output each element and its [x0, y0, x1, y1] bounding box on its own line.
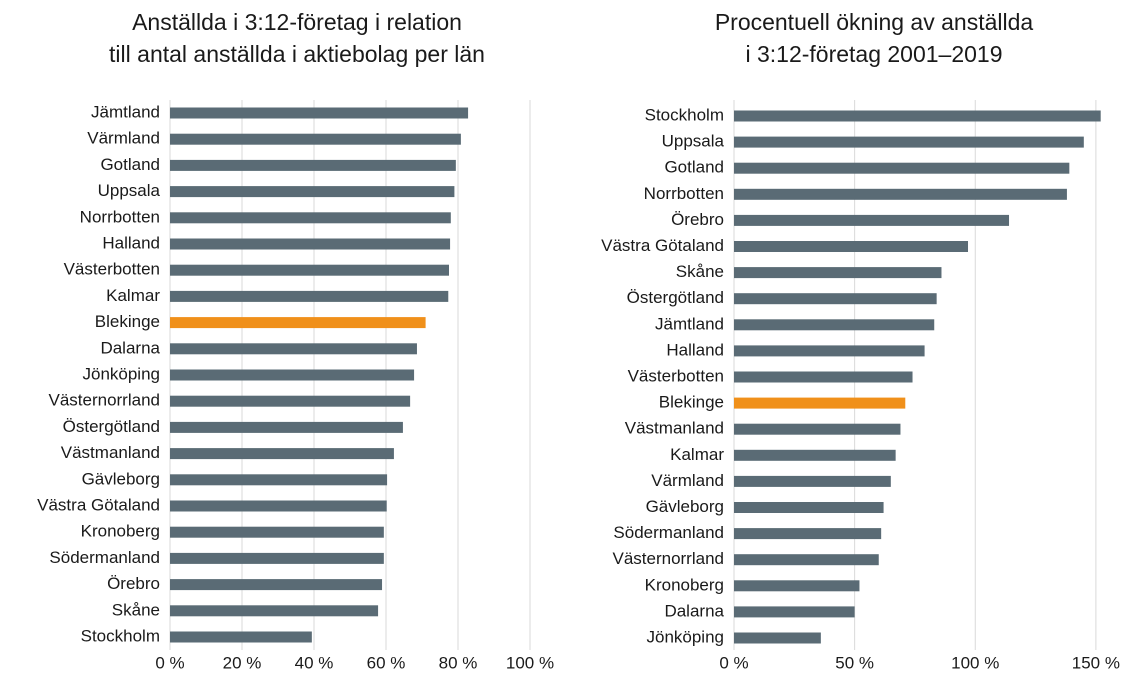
y-tick-label: Östergötland [627, 288, 724, 307]
y-tick-label: Örebro [107, 574, 160, 593]
y-tick-label: Kronoberg [645, 575, 724, 594]
bar [170, 631, 312, 643]
y-tick-label: Blekinge [659, 393, 724, 412]
y-tick-label: Uppsala [662, 132, 725, 151]
y-tick-label: Kronoberg [81, 522, 160, 541]
y-tick-label: Örebro [671, 210, 724, 229]
bar [734, 528, 882, 540]
y-tick-label: Södermanland [613, 523, 724, 542]
y-tick-label: Halland [666, 340, 724, 359]
bar [734, 475, 891, 487]
y-tick-label: Västmanland [625, 419, 724, 438]
y-tick-label: Jönköping [82, 364, 160, 383]
y-tick-label: Västerbotten [628, 366, 724, 385]
chart-title: till antal anställda i aktiebolag per lä… [109, 41, 485, 67]
y-tick-label: Gotland [664, 158, 724, 177]
x-tick-label: 0 % [719, 653, 748, 672]
bar [734, 110, 1101, 122]
y-tick-label: Gotland [100, 155, 160, 174]
bar [170, 552, 384, 564]
y-tick-label: Kalmar [106, 286, 160, 305]
y-tick-label: Halland [102, 233, 160, 252]
y-tick-label: Kalmar [670, 445, 724, 464]
bar [170, 186, 455, 198]
x-tick-label: 20 % [223, 653, 262, 672]
bar [734, 241, 969, 252]
bar [734, 214, 1010, 226]
bar [170, 500, 387, 512]
chart-title: Procentuell ökning av anställda [715, 9, 1034, 35]
y-tick-label: Stockholm [81, 626, 160, 645]
y-tick-label: Södermanland [49, 548, 160, 567]
chart-title: i 3:12-företag 2001–2019 [745, 41, 1002, 67]
x-tick-label: 80 % [439, 653, 478, 672]
y-tick-label: Norrbotten [80, 207, 160, 226]
y-tick-label: Östergötland [63, 417, 160, 436]
bar [170, 264, 449, 276]
x-tick-label: 60 % [367, 653, 406, 672]
y-tick-label: Västernorrland [612, 549, 724, 568]
x-tick-label: 150 % [1072, 653, 1120, 672]
x-tick-label: 100 % [951, 653, 999, 672]
bar [170, 159, 456, 171]
bar [734, 188, 1067, 200]
bar [734, 580, 860, 592]
x-tick-label: 100 % [506, 653, 554, 672]
bar [734, 293, 937, 305]
bar [734, 423, 901, 435]
x-tick-label: 40 % [295, 653, 334, 672]
bar [170, 343, 417, 355]
bar [170, 369, 415, 381]
x-tick-label: 0 % [155, 653, 184, 672]
y-tick-label: Västerbotten [64, 260, 160, 279]
y-tick-label: Gävleborg [646, 497, 724, 516]
bar [170, 448, 394, 460]
bar [170, 290, 449, 302]
bar [734, 136, 1084, 148]
y-tick-label: Jämtland [91, 102, 160, 121]
bar [734, 606, 855, 618]
bar [734, 319, 935, 331]
bar [170, 107, 469, 119]
y-tick-label: Skåne [112, 600, 160, 619]
bar [170, 579, 383, 591]
bar [734, 371, 913, 383]
bar [734, 345, 925, 357]
bar [170, 421, 403, 433]
y-tick-label: Skåne [676, 262, 724, 281]
bar [170, 474, 388, 486]
y-tick-label: Norrbotten [644, 184, 724, 203]
y-tick-label: Värmland [87, 129, 160, 148]
x-tick-label: 50 % [835, 653, 874, 672]
bar [734, 502, 884, 513]
bar [170, 238, 451, 250]
bar [170, 133, 461, 145]
y-tick-label: Jönköping [646, 627, 724, 646]
chart-title: Anställda i 3:12-företag i relation [132, 9, 462, 35]
y-tick-label: Gävleborg [82, 469, 160, 488]
y-tick-label: Värmland [651, 471, 724, 490]
y-tick-label: Jämtland [655, 314, 724, 333]
bar [734, 267, 942, 279]
bar [170, 317, 426, 329]
bar [170, 395, 411, 407]
bar [170, 605, 379, 617]
bar [734, 162, 1070, 174]
bar [734, 397, 906, 409]
bar [170, 526, 384, 538]
y-tick-label: Uppsala [98, 181, 161, 200]
bar [734, 632, 821, 644]
bar [734, 449, 896, 461]
y-tick-label: Västra Götaland [37, 495, 160, 514]
y-tick-label: Västra Götaland [601, 236, 724, 255]
bar [170, 212, 451, 224]
y-tick-label: Blekinge [95, 312, 160, 331]
y-tick-label: Stockholm [645, 105, 724, 124]
y-tick-label: Dalarna [664, 601, 724, 620]
y-tick-label: Västernorrland [48, 391, 160, 410]
y-tick-label: Västmanland [61, 443, 160, 462]
y-tick-label: Dalarna [100, 338, 160, 357]
bar [734, 554, 879, 566]
